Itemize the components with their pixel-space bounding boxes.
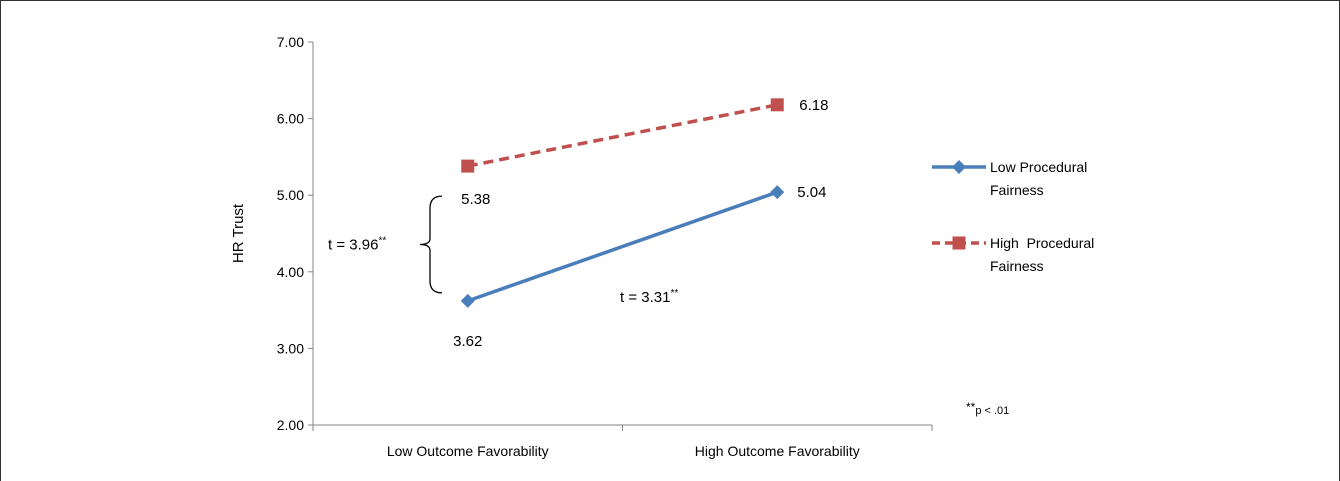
y-tick-labels: 2.00 3.00 4.00 5.00 6.00 7.00	[277, 34, 304, 433]
data-point	[770, 98, 784, 112]
t-bracket-text: t = 3.96	[328, 237, 378, 254]
series-line	[467, 103, 778, 168]
data-label: 3.62	[453, 333, 482, 350]
y-tick-label: 6.00	[277, 111, 304, 127]
y-tick-label: 5.00	[277, 187, 304, 203]
t-bracket-sup: **	[378, 236, 386, 247]
series-0: 3.62 5.04	[453, 184, 826, 350]
data-label: 5.38	[461, 191, 490, 208]
significance-note: **p < .01	[966, 400, 1009, 417]
y-axis-label: HR Trust	[230, 203, 247, 263]
legend-label: Fairness	[990, 258, 1044, 274]
t-bracket-label: t = 3.96**	[328, 236, 386, 254]
legend-marker	[952, 236, 966, 250]
legend-label: Fairness	[990, 182, 1044, 198]
t-slope-text: t = 3.31	[620, 289, 670, 306]
data-point	[770, 185, 785, 200]
series-1: 5.38 6.18	[461, 97, 828, 208]
y-tick-label: 2.00	[277, 417, 304, 433]
legend-item-1: High Procedural Fairness	[932, 235, 1094, 274]
t-slope-sup: **	[670, 288, 678, 299]
series-line	[467, 190, 778, 303]
data-point	[460, 293, 475, 308]
data-label: 6.18	[799, 97, 828, 114]
x-tick-labels: Low Outcome Favorability High Outcome Fav…	[387, 443, 860, 459]
legend-marker	[952, 160, 966, 174]
y-tick-label: 3.00	[277, 340, 304, 356]
t-bracket	[419, 195, 443, 294]
x-tick-label: High Outcome Favorability	[695, 443, 860, 459]
y-tick-label: 7.00	[277, 34, 304, 50]
x-tick-label: Low Outcome Favorability	[387, 443, 549, 459]
legend-item-0: Low Procedural Fairness	[932, 159, 1087, 198]
data-label: 5.04	[797, 184, 826, 201]
note-sup: **	[966, 400, 976, 414]
data-point	[461, 159, 475, 173]
axes	[308, 41, 933, 431]
legend: Low Procedural Fairness High Procedural Fai…	[932, 159, 1094, 274]
y-tick-label: 4.00	[277, 264, 304, 280]
legend-label: High Procedural	[990, 235, 1094, 251]
t-slope-label: t = 3.31**	[620, 288, 678, 306]
note-text: p < .01	[975, 405, 1009, 417]
series-group: 3.62 5.04 5.38 6.18	[453, 97, 828, 350]
annotations: t = 3.96** t = 3.31** **p < .01	[328, 195, 1009, 417]
legend-label: Low Procedural	[990, 159, 1087, 175]
